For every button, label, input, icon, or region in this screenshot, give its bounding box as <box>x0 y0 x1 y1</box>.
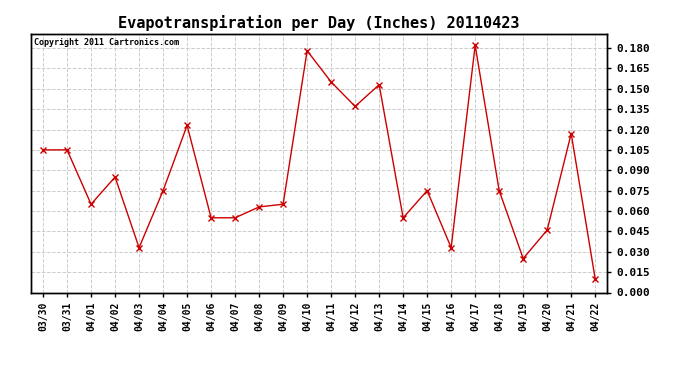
Title: Evapotranspiration per Day (Inches) 20110423: Evapotranspiration per Day (Inches) 2011… <box>119 15 520 31</box>
Text: Copyright 2011 Cartronics.com: Copyright 2011 Cartronics.com <box>34 38 179 46</box>
